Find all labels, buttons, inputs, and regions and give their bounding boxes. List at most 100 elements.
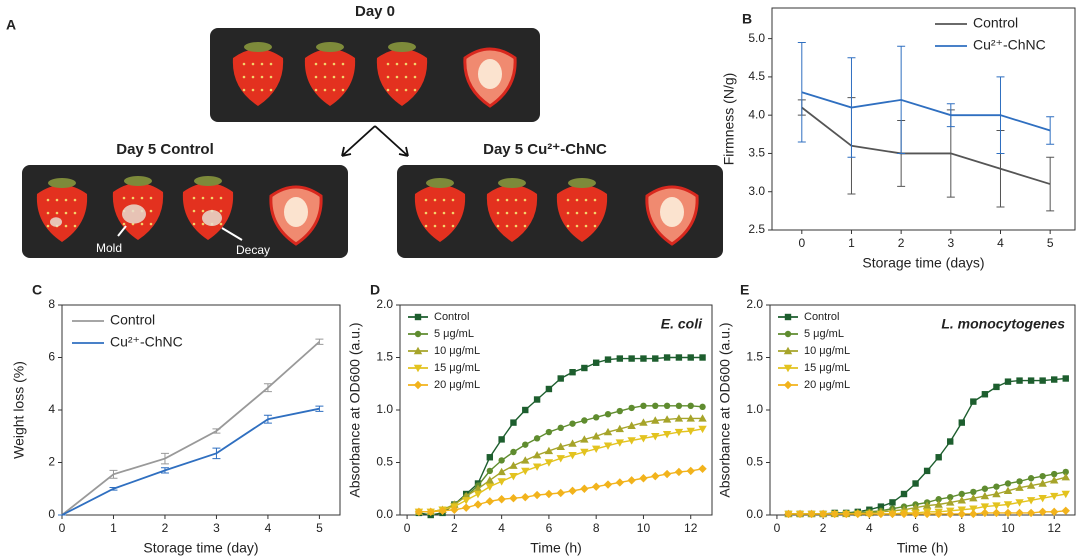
- seed: [386, 75, 390, 79]
- seed: [496, 198, 500, 202]
- marker: [603, 442, 613, 450]
- marker: [473, 500, 483, 509]
- x-axis-title: Storage time (days): [862, 255, 984, 271]
- x-tick-label: 2: [451, 521, 458, 535]
- marker: [426, 507, 435, 517]
- marker: [1015, 483, 1024, 491]
- marker: [663, 354, 671, 361]
- x-axis-title: Time (h): [530, 540, 582, 556]
- marker: [497, 478, 506, 486]
- seed: [395, 88, 399, 92]
- seed: [269, 75, 273, 79]
- error-bar: [847, 57, 856, 158]
- y-tick-label: 0.0: [376, 507, 393, 521]
- marker: [686, 427, 695, 436]
- seed: [451, 224, 455, 228]
- annotation: E. coli: [661, 316, 703, 332]
- seed: [404, 75, 408, 79]
- seed: [404, 62, 408, 66]
- marker: [522, 441, 529, 448]
- marker: [911, 503, 920, 511]
- y-tick-label: 5.0: [748, 31, 765, 45]
- marker: [980, 508, 990, 518]
- marker: [957, 509, 966, 519]
- marker: [509, 472, 518, 481]
- seed: [55, 211, 59, 215]
- series-line: [788, 377, 1066, 515]
- marker: [615, 424, 625, 433]
- seed: [424, 224, 428, 228]
- seed: [219, 196, 223, 200]
- seed: [242, 62, 246, 66]
- seed: [332, 75, 336, 79]
- marker: [533, 435, 541, 442]
- calyx: [426, 178, 454, 188]
- marker: [992, 489, 1001, 498]
- legend-label: 10 μg/mL: [804, 345, 850, 357]
- marker: [580, 435, 589, 443]
- marker: [911, 509, 920, 519]
- marker: [615, 439, 625, 447]
- marker: [687, 402, 694, 409]
- error-bar: [1046, 116, 1055, 145]
- y-tick-label: 0.5: [376, 455, 393, 469]
- marker: [1061, 490, 1070, 499]
- x-tick-label: 0: [404, 521, 411, 535]
- x-axis-title: Time (h): [897, 540, 949, 556]
- marker: [946, 498, 955, 506]
- legend-label: 5 μg/mL: [804, 328, 844, 340]
- marker: [1026, 497, 1036, 505]
- arrow: [341, 125, 409, 157]
- marker: [969, 509, 978, 519]
- error-bar: [797, 41, 806, 143]
- marker: [1027, 475, 1035, 482]
- marker: [532, 490, 542, 500]
- marker: [865, 509, 874, 519]
- marker: [521, 467, 530, 476]
- y-axis-title: Absorbance at OD600 (a.u.): [717, 322, 733, 497]
- marker: [662, 469, 672, 479]
- marker: [1003, 508, 1013, 518]
- y-tick-label: 2: [48, 455, 55, 469]
- calyx: [48, 178, 76, 188]
- legend-marker: [413, 364, 423, 373]
- marker: [699, 354, 706, 361]
- y-tick-label: 3.5: [748, 146, 765, 160]
- seed: [46, 198, 50, 202]
- marker: [652, 355, 659, 362]
- error-bar: [160, 452, 169, 465]
- x-tick-label: 2: [162, 521, 169, 535]
- seed: [404, 88, 408, 92]
- calyx: [498, 178, 526, 188]
- marker: [485, 497, 495, 506]
- x-tick-label: 3: [947, 236, 954, 250]
- x-tick-label: 12: [1048, 521, 1062, 535]
- marker: [580, 448, 589, 457]
- marker: [591, 482, 601, 491]
- marker: [581, 417, 588, 424]
- seed: [201, 209, 205, 213]
- series-line: [61, 341, 321, 516]
- marker: [1015, 499, 1024, 507]
- marker: [993, 483, 1000, 490]
- marker: [544, 446, 554, 455]
- seed: [46, 211, 50, 215]
- y-tick-label: 2.0: [376, 297, 393, 311]
- marker: [1038, 479, 1047, 487]
- seed: [505, 224, 509, 228]
- x-tick-label: 2: [820, 521, 827, 535]
- panel-label: E: [740, 282, 749, 298]
- marker: [640, 402, 647, 409]
- marker: [497, 495, 506, 504]
- chart-panel: B 2.5 3.0 3.5 4.0 4.5 5.0 0 1 2 3 4 5 Storage time (d…: [721, 7, 1076, 271]
- marker: [674, 428, 684, 437]
- error-bar: [1046, 156, 1055, 212]
- marker: [947, 438, 954, 445]
- y-tick-label: 1.0: [376, 402, 393, 416]
- seed: [523, 198, 527, 202]
- seed: [442, 198, 446, 202]
- marker: [557, 375, 564, 382]
- x-tick-label: 4: [265, 521, 272, 535]
- marker: [498, 436, 505, 443]
- marker: [912, 480, 919, 487]
